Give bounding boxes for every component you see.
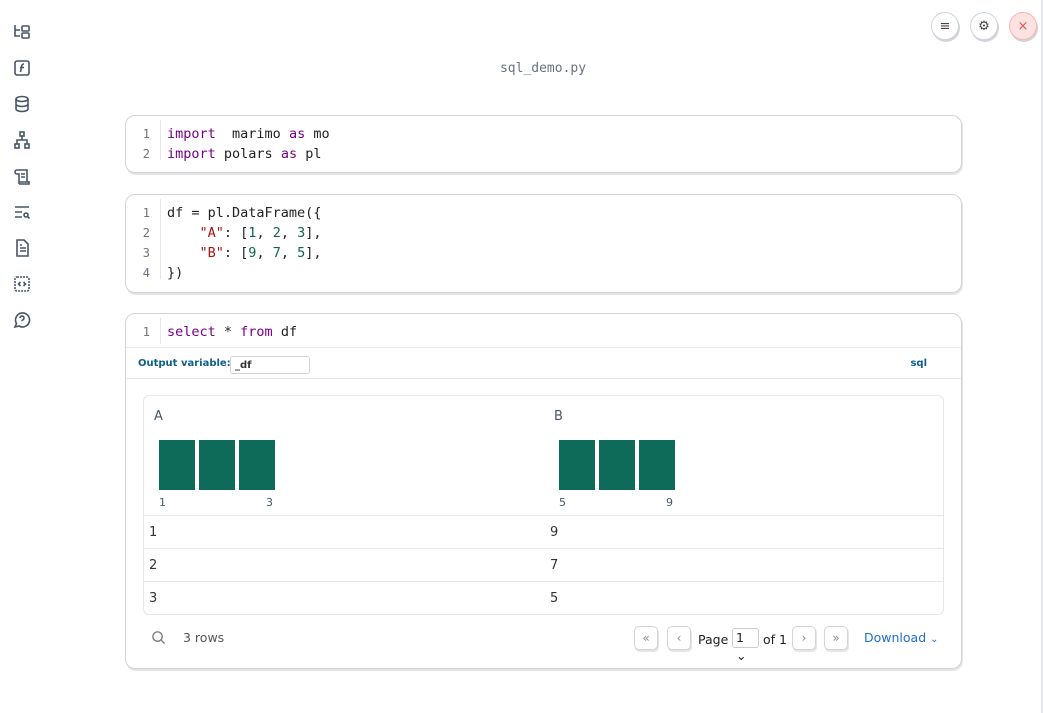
dependency-graph-icon[interactable] <box>12 130 32 150</box>
help-chat-icon[interactable] <box>12 310 32 330</box>
line-number: 1 <box>142 127 150 141</box>
column-name: B <box>554 409 563 424</box>
right-border <box>1041 0 1043 713</box>
column-header-a[interactable]: A 1 3 <box>144 396 544 516</box>
menu-button[interactable]: ≡ <box>931 12 959 40</box>
database-icon[interactable] <box>12 94 32 114</box>
cell: 2 <box>149 558 158 573</box>
line-number: 1 <box>142 325 150 339</box>
histogram-bar <box>639 440 675 490</box>
download-label: Download <box>864 630 927 645</box>
code-editor[interactable]: 1 import marimo as mo 2 import polars as pl <box>126 116 961 164</box>
table-footer: 3 rows « ‹ Page 1 ⌄ of 1 › » Download ⌄ <box>126 626 961 663</box>
line-number: 1 <box>142 206 150 220</box>
histogram-bar <box>599 440 635 490</box>
output-variable-bar: Output variable: sql <box>126 347 961 379</box>
file-tree-icon[interactable] <box>12 22 32 42</box>
code-line: 1 df = pl.DataFrame({ <box>126 203 961 223</box>
function-icon[interactable] <box>12 58 32 78</box>
menu-icon: ≡ <box>939 18 951 34</box>
histogram-bar <box>239 440 275 490</box>
gutter-divider <box>160 120 161 160</box>
code-text: select * from df <box>167 324 298 340</box>
page-of: of 1 <box>763 632 787 647</box>
cell: 1 <box>149 525 158 540</box>
page-label: Page <box>698 632 729 647</box>
chevron-down-icon: ⌄ <box>930 634 939 645</box>
sql-cell[interactable]: 1 select * from df Output variable: sql A… <box>125 313 962 669</box>
code-snippet-icon[interactable] <box>12 274 32 294</box>
line-number: 2 <box>142 226 150 240</box>
code-line: 2 import polars as pl <box>126 144 961 164</box>
search-icon[interactable] <box>151 630 166 645</box>
code-text: "A": [1, 2, 3], <box>199 225 322 241</box>
code-line: 2 "A": [1, 2, 3], <box>126 223 961 243</box>
last-page-button[interactable]: » <box>824 626 848 650</box>
code-line: 3 "B": [9, 7, 5], <box>126 243 961 263</box>
histogram-min: 5 <box>559 496 566 509</box>
line-number: 2 <box>142 147 150 161</box>
line-number: 4 <box>142 266 150 280</box>
gutter-divider <box>160 199 161 279</box>
gutter-divider <box>160 318 161 344</box>
histogram-bar <box>559 440 595 490</box>
cell: 5 <box>550 591 559 606</box>
code-line: 1 select * from df <box>126 322 961 342</box>
cell: 7 <box>550 558 559 573</box>
gear-icon: ⚙ <box>978 18 990 34</box>
notebook-title: sql_demo.py <box>499 61 587 76</box>
histogram-bar <box>159 440 195 490</box>
code-line: 1 import marimo as mo <box>126 124 961 144</box>
page-select[interactable]: 1 ⌄ <box>732 628 759 663</box>
code-editor[interactable]: 1 df = pl.DataFrame({2 "A": [1, 2, 3], 3 "… <box>126 195 961 283</box>
document-icon[interactable] <box>12 238 32 258</box>
code-text: import polars as pl <box>167 146 322 162</box>
code-line: 4}) <box>126 263 961 283</box>
first-page-button[interactable]: « <box>634 626 658 650</box>
page-value: 1 <box>736 630 744 645</box>
output-variable-input[interactable] <box>230 356 310 374</box>
close-icon: × <box>1017 18 1029 34</box>
cell: 3 <box>149 591 158 606</box>
histogram-max: 9 <box>666 496 673 509</box>
search-list-icon[interactable] <box>12 202 32 222</box>
language-label[interactable]: sql <box>910 358 927 369</box>
scroll-icon[interactable] <box>12 166 32 186</box>
histogram-min: 1 <box>159 496 166 509</box>
line-number: 3 <box>142 246 150 260</box>
row-count: 3 rows <box>183 630 225 645</box>
code-text: "B": [9, 7, 5], <box>199 245 322 261</box>
column-header-b[interactable]: B 5 9 <box>544 396 943 516</box>
next-page-button[interactable]: › <box>792 626 816 650</box>
prev-page-button[interactable]: ‹ <box>667 626 691 650</box>
cell: 9 <box>550 525 559 540</box>
close-button[interactable]: × <box>1009 12 1037 40</box>
code-cell-imports[interactable]: 1 import marimo as mo 2 import polars as pl <box>125 115 962 173</box>
histogram-bar <box>199 440 235 490</box>
histogram-max: 3 <box>266 496 273 509</box>
output-variable-label: Output variable: <box>138 358 231 369</box>
download-button[interactable]: Download ⌄ <box>864 630 939 645</box>
code-editor[interactable]: 1 select * from df <box>126 314 961 348</box>
code-text: df = pl.DataFrame({ <box>167 205 322 221</box>
settings-button[interactable]: ⚙ <box>970 12 998 40</box>
code-text: import marimo as mo <box>167 126 330 142</box>
code-cell-dataframe[interactable]: 1 df = pl.DataFrame({2 "A": [1, 2, 3], 3 "… <box>125 194 962 293</box>
code-text: }) <box>167 265 184 281</box>
column-name: A <box>154 409 163 424</box>
